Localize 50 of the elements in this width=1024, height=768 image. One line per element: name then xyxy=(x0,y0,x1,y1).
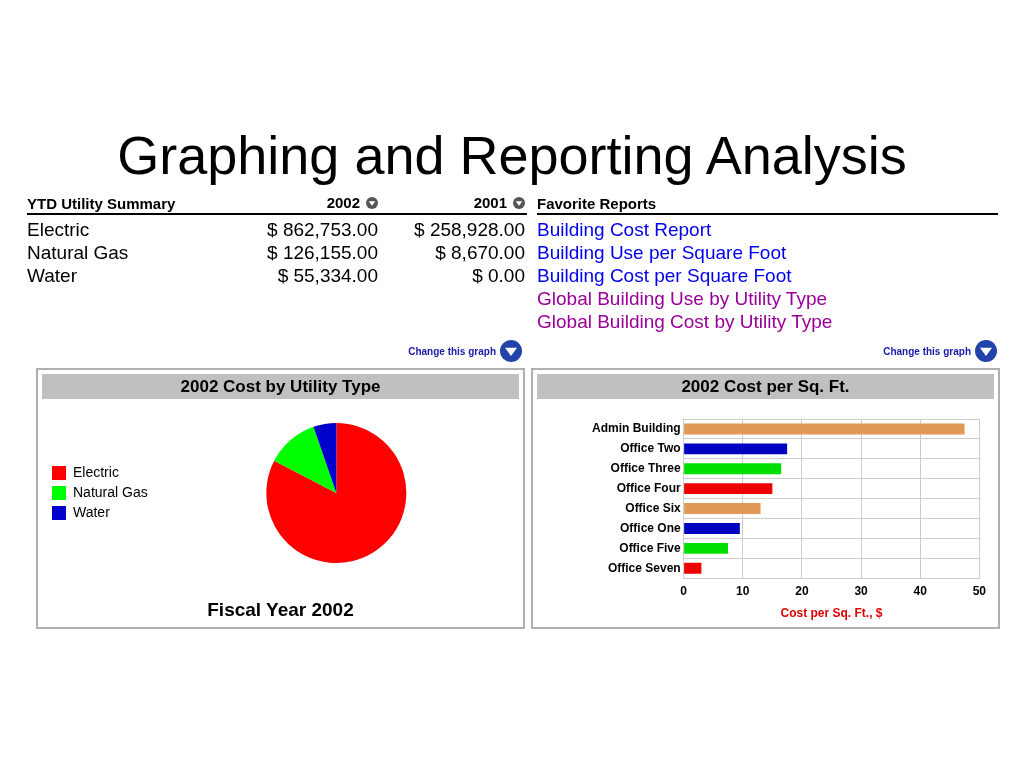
text: $ 0.00 xyxy=(472,264,525,287)
text: Graphing and Reporting Analysis xyxy=(117,125,907,185)
legend-label: Electric xyxy=(73,463,119,480)
chart-title: 2002 Cost by Utility Type xyxy=(180,377,381,396)
text: $ 258,928.00 xyxy=(414,218,525,241)
text: $ 55,334.00 xyxy=(277,264,378,287)
y-tick-label: Office Two xyxy=(620,441,681,456)
x-tick-label: 0 xyxy=(680,583,688,598)
x-tick-label: 40 xyxy=(913,583,928,598)
y-tick-label: Admin Building xyxy=(592,421,681,436)
legend-label: Water xyxy=(73,503,111,520)
bar xyxy=(684,423,965,435)
category-label: Building Cost Report xyxy=(537,219,712,240)
text: Natural Gas xyxy=(27,241,129,264)
x-axis-title: Cost per Sq. Ft., $ xyxy=(780,606,883,621)
bar xyxy=(684,542,728,554)
text: Change this graph xyxy=(883,345,971,357)
category-label: Building Use per Square Foot xyxy=(537,242,787,263)
y-tick-label: Office Three xyxy=(610,461,681,476)
text: $ 8,670.00 xyxy=(435,241,525,264)
y-tick-label: Office Four xyxy=(616,480,681,495)
text: Fiscal Year 2002 xyxy=(207,599,354,620)
text: Water xyxy=(27,264,77,287)
category-label: 2001 xyxy=(473,194,507,211)
category-label: 2002 xyxy=(326,194,360,211)
chart-title: 2002 Cost per Sq. Ft. xyxy=(681,377,850,396)
x-tick-label: 20 xyxy=(795,583,809,598)
y-tick-label: Office Five xyxy=(619,540,681,555)
bar xyxy=(684,443,788,455)
bar xyxy=(684,483,773,495)
text: YTD Utility Summary xyxy=(27,195,176,212)
legend-label: Natural Gas xyxy=(73,483,148,500)
category-label: Global Building Cost by Utility Type xyxy=(537,311,833,332)
text: $ 126,155.00 xyxy=(267,241,378,264)
y-tick-label: Office One xyxy=(619,520,681,535)
x-tick-label: 30 xyxy=(854,583,869,598)
bar xyxy=(684,463,782,475)
x-tick-label: 50 xyxy=(972,583,987,598)
category-label: Building Cost per Square Foot xyxy=(537,265,792,286)
text: Electric xyxy=(27,218,90,241)
text: $ 862,753.00 xyxy=(267,218,378,241)
category-label: Global Building Use by Utility Type xyxy=(537,288,828,309)
text: Favorite Reports xyxy=(537,195,657,212)
y-tick-label: Office Six xyxy=(625,500,681,515)
bar xyxy=(684,522,740,534)
bar xyxy=(684,562,702,574)
text: Change this graph xyxy=(408,345,496,357)
bar xyxy=(684,503,761,515)
y-tick-label: Office Seven xyxy=(607,560,681,575)
x-tick-label: 10 xyxy=(736,583,750,598)
